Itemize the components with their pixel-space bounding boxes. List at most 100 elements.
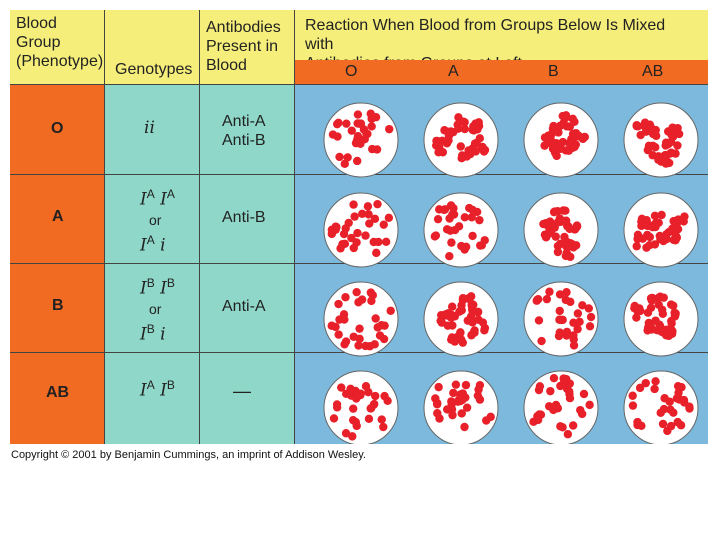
red-blood-cell — [433, 214, 443, 224]
red-blood-cell — [341, 224, 350, 233]
red-blood-cell — [565, 387, 574, 396]
agglutinated-cell — [658, 309, 668, 318]
agglutinated-cell — [653, 293, 663, 303]
agglutinated-cell — [474, 315, 483, 324]
red-blood-cell — [334, 299, 343, 309]
red-blood-cell — [568, 421, 578, 430]
red-blood-cell — [372, 248, 381, 258]
red-blood-cell — [569, 341, 579, 350]
agglutinated-cell — [480, 326, 489, 335]
red-blood-cell — [348, 404, 358, 413]
genotype-b: IB IB or IB i — [140, 273, 175, 344]
red-blood-cell — [430, 232, 440, 241]
antibody-label: Anti-A — [222, 113, 266, 130]
red-blood-cell — [328, 130, 338, 139]
agglutinated-cell — [442, 139, 452, 148]
agglutinated-cell — [453, 332, 462, 342]
allele: I — [140, 324, 147, 345]
agglutinated-cell — [460, 124, 470, 134]
red-blood-cell — [434, 382, 443, 392]
red-blood-cell — [456, 390, 465, 399]
red-blood-cell — [355, 334, 364, 344]
red-blood-cell — [542, 294, 552, 304]
red-blood-cell — [556, 422, 565, 431]
red-blood-cell — [353, 132, 363, 141]
red-blood-cell — [578, 301, 587, 310]
red-blood-cell — [364, 414, 374, 424]
red-blood-cell — [673, 381, 683, 391]
agglutinated-cell — [458, 295, 468, 305]
reaction-dish-dispersed — [523, 370, 599, 444]
red-blood-cell — [361, 231, 370, 240]
allele: i — [160, 324, 166, 345]
reaction-dish-clumped — [523, 192, 599, 268]
or-label: or — [149, 211, 162, 228]
red-blood-cell — [352, 287, 361, 297]
agglutinated-cell — [645, 240, 654, 250]
agglutinated-cell — [672, 219, 681, 229]
allele: I — [140, 380, 147, 401]
red-blood-cell — [659, 404, 669, 414]
red-blood-cell — [460, 422, 469, 432]
header-genotypes: Genotypes — [105, 10, 199, 84]
red-blood-cell — [467, 213, 476, 222]
dish-outline — [623, 192, 699, 268]
red-blood-cell — [586, 312, 596, 322]
red-blood-cell — [327, 229, 337, 239]
red-blood-cell — [460, 213, 470, 222]
agglutinated-cell — [458, 338, 468, 347]
allele-superscript: A — [166, 187, 175, 201]
red-blood-cell — [340, 159, 349, 169]
antibody-column — [200, 85, 294, 444]
genotype-ab: IA IB — [140, 378, 175, 401]
red-blood-cell — [375, 331, 385, 340]
red-blood-cell — [565, 379, 574, 388]
reaction-dish-dispersed — [623, 370, 699, 444]
red-blood-cell — [562, 288, 571, 297]
agglutinated-cell — [444, 311, 453, 320]
header-antibodies-line: Present in — [206, 38, 279, 55]
red-blood-cell — [451, 380, 461, 389]
reaction-dish-dispersed — [323, 370, 399, 444]
agglutinated-cell — [463, 316, 473, 325]
red-blood-cell — [584, 304, 594, 313]
red-blood-cell — [373, 199, 382, 209]
divider — [294, 10, 295, 444]
phenotype-label: O — [51, 120, 64, 137]
red-blood-cell — [685, 404, 694, 413]
column-ab: AB — [642, 63, 664, 80]
red-blood-cell — [379, 220, 388, 229]
red-blood-cell — [384, 213, 394, 223]
red-blood-cell — [486, 412, 495, 422]
agglutinated-cell — [651, 143, 660, 152]
red-blood-cell — [679, 395, 689, 405]
agglutinated-cell — [540, 230, 550, 239]
red-blood-cell — [371, 314, 380, 323]
blood-group-table: Blood Group (Phenotype) Genotypes Antibo… — [10, 10, 708, 444]
red-blood-cell — [367, 296, 376, 306]
red-blood-cell — [340, 340, 349, 349]
agglutinated-cell — [646, 303, 656, 313]
agglutinated-cell — [547, 130, 556, 139]
agglutinated-cell — [654, 152, 663, 161]
agglutinated-cell — [668, 123, 677, 132]
allele: i — [160, 235, 166, 256]
reaction-dish-dispersed — [423, 370, 499, 444]
agglutinated-cell — [645, 221, 654, 230]
agglutinated-cell — [457, 306, 466, 315]
red-blood-cell — [379, 422, 388, 432]
red-blood-cell — [465, 203, 474, 213]
red-blood-cell — [349, 200, 358, 209]
allele: i — [144, 118, 150, 138]
red-blood-cell — [442, 405, 452, 414]
red-blood-cell — [573, 324, 582, 334]
red-blood-cell — [366, 288, 376, 297]
divider — [199, 10, 200, 444]
red-blood-cell — [544, 402, 554, 411]
red-blood-cell — [585, 400, 594, 410]
allele: I — [160, 278, 167, 299]
red-blood-cell — [347, 233, 356, 243]
agglutinated-cell — [657, 210, 666, 220]
agglutinated-cell — [574, 131, 583, 141]
dish-outline — [623, 281, 699, 357]
